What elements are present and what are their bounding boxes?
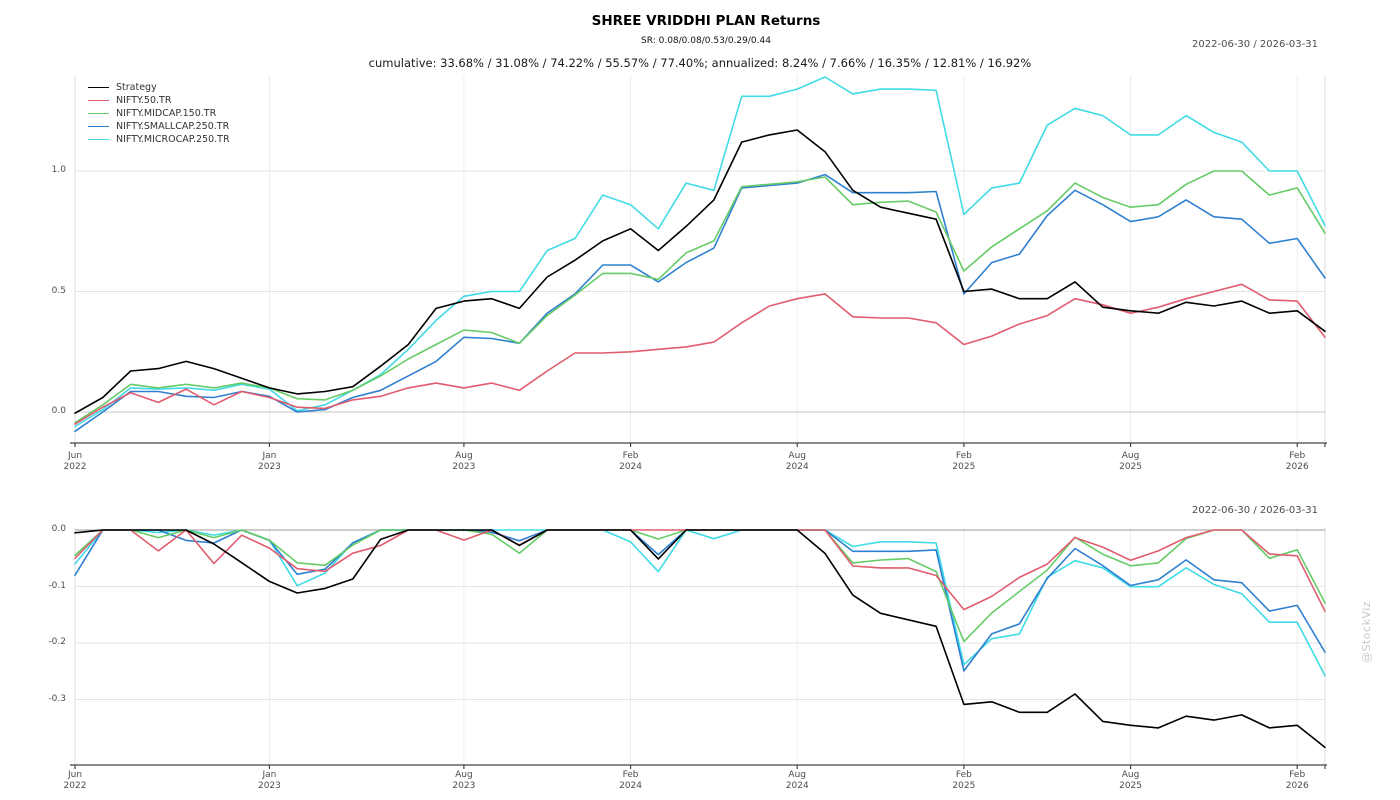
legend-line-swatch-icon (88, 87, 109, 88)
y-tick-label: 0.5 (51, 285, 66, 296)
legend-label: NIFTY.50.TR (116, 95, 172, 106)
x-tick-label: Feb 2026 (1285, 451, 1309, 472)
x-tick-label: Jun 2022 (63, 451, 87, 472)
series-line-nifty-smallcap-250-tr (74, 529, 1326, 672)
x-tick-label: Feb 2025 (952, 770, 976, 791)
x-tick-label: Feb 2026 (1285, 770, 1309, 791)
x-tick-label: Feb 2024 (619, 451, 642, 472)
x-tick-label: Aug 2023 (452, 451, 476, 472)
legend-label: NIFTY.SMALLCAP.250.TR (116, 121, 230, 132)
series-line-nifty-microcap-250-tr (74, 529, 1326, 677)
stockviz-watermark: @StockViz (1360, 600, 1373, 663)
legend-item: NIFTY.SMALLCAP.250.TR (88, 120, 230, 133)
x-tick-label: Aug 2024 (785, 451, 809, 472)
legend-item: NIFTY.MICROCAP.250.TR (88, 133, 230, 146)
series-line-nifty-smallcap-250-tr (74, 173, 1326, 433)
page-title: SHREE VRIDDHI PLAN Returns (591, 13, 821, 29)
legend-line-swatch-icon (88, 139, 109, 140)
y-tick-label: 1.0 (51, 165, 66, 175)
y-tick-label: -0.2 (48, 637, 66, 647)
x-tick-label: Feb 2024 (619, 770, 642, 791)
y-tick-label: 0.0 (51, 406, 66, 416)
x-tick-label: Jan 2023 (257, 770, 281, 791)
sharpe-ratio-subtitle: SR: 0.08/0.08/0.53/0.29/0.44 (641, 36, 771, 46)
date-range-bottom: 2022-06-30 / 2026-03-31 (1192, 505, 1318, 516)
series-line-strategy (74, 129, 1326, 415)
legend-item: NIFTY.MIDCAP.150.TR (88, 107, 230, 120)
legend-item: Strategy (88, 81, 230, 94)
legend: Strategy NIFTY.50.TR NIFTY.MIDCAP.150.TR NI… (88, 81, 230, 146)
legend-line-swatch-icon (88, 126, 109, 127)
series-line-nifty-50-tr (74, 283, 1326, 425)
legend-label: NIFTY.MIDCAP.150.TR (116, 108, 217, 119)
x-tick-label: Aug 2024 (785, 770, 809, 791)
x-tick-label: Aug 2025 (1119, 451, 1142, 472)
summary-stats-line: cumulative: 33.68% / 31.08% / 74.22% / 5… (368, 56, 1032, 70)
legend-label: Strategy (116, 82, 157, 93)
series-line-strategy (74, 529, 1326, 749)
series-line-nifty-midcap-150-tr (74, 170, 1326, 424)
date-range-top: 2022-06-30 / 2026-03-31 (1192, 39, 1318, 50)
x-tick-label: Aug 2023 (452, 770, 476, 791)
x-tick-label: Aug 2025 (1119, 770, 1142, 791)
legend-line-swatch-icon (88, 113, 109, 114)
x-tick-label: Jan 2023 (257, 451, 281, 472)
legend-label: NIFTY.MICROCAP.250.TR (116, 134, 230, 145)
x-tick-label: Jun 2022 (63, 770, 87, 791)
y-tick-label: -0.3 (48, 693, 66, 704)
legend-item: NIFTY.50.TR (88, 94, 230, 107)
y-tick-label: 0.0 (51, 524, 66, 534)
series-line-nifty-50-tr (74, 529, 1326, 613)
y-tick-label: -0.1 (48, 580, 66, 591)
series-line-nifty-microcap-250-tr (74, 76, 1326, 428)
legend-line-swatch-icon (88, 100, 109, 101)
series-line-nifty-midcap-150-tr (74, 529, 1326, 643)
x-tick-label: Feb 2025 (952, 451, 976, 472)
